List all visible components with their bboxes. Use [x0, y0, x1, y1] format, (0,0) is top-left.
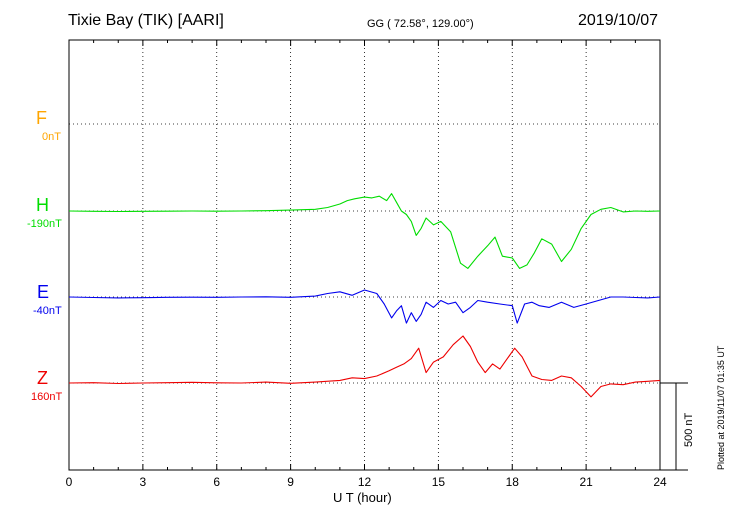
x-tick-label: 21	[579, 475, 593, 489]
x-tick-label: 9	[287, 475, 294, 489]
component-label-e: E	[37, 282, 50, 302]
x-axis-title: U T (hour)	[333, 490, 392, 505]
x-tick-label: 24	[653, 475, 667, 489]
x-tick-label: 15	[432, 475, 446, 489]
offset-label-z: 160nT	[31, 391, 63, 403]
component-label-f: F	[36, 108, 47, 128]
plot-timestamp-note: Plotted at 2019/11/07 01:35 UT	[716, 345, 726, 470]
scale-bar-label: 500 nT	[683, 412, 695, 447]
component-label-h: H	[36, 195, 49, 215]
series-line-e	[68, 289, 661, 324]
plot-date: 2019/10/07	[578, 12, 659, 29]
station-title: Tixie Bay (TIK) [AARI]	[68, 12, 224, 29]
series-line-h	[68, 193, 661, 269]
station-coordinates: GG ( 72.58°, 129.00°)	[367, 18, 474, 30]
offset-label-e: -40nT	[33, 305, 62, 317]
x-tick-label: 12	[358, 475, 372, 489]
offset-label-h: -190nT	[27, 218, 62, 230]
x-tick-label: 6	[213, 475, 220, 489]
x-tick-label: 18	[506, 475, 520, 489]
component-label-z: Z	[37, 368, 48, 388]
x-tick-label: 3	[140, 475, 147, 489]
offset-label-f: 0nT	[42, 131, 61, 143]
x-tick-label: 0	[66, 475, 73, 489]
series-line-z	[68, 335, 661, 398]
